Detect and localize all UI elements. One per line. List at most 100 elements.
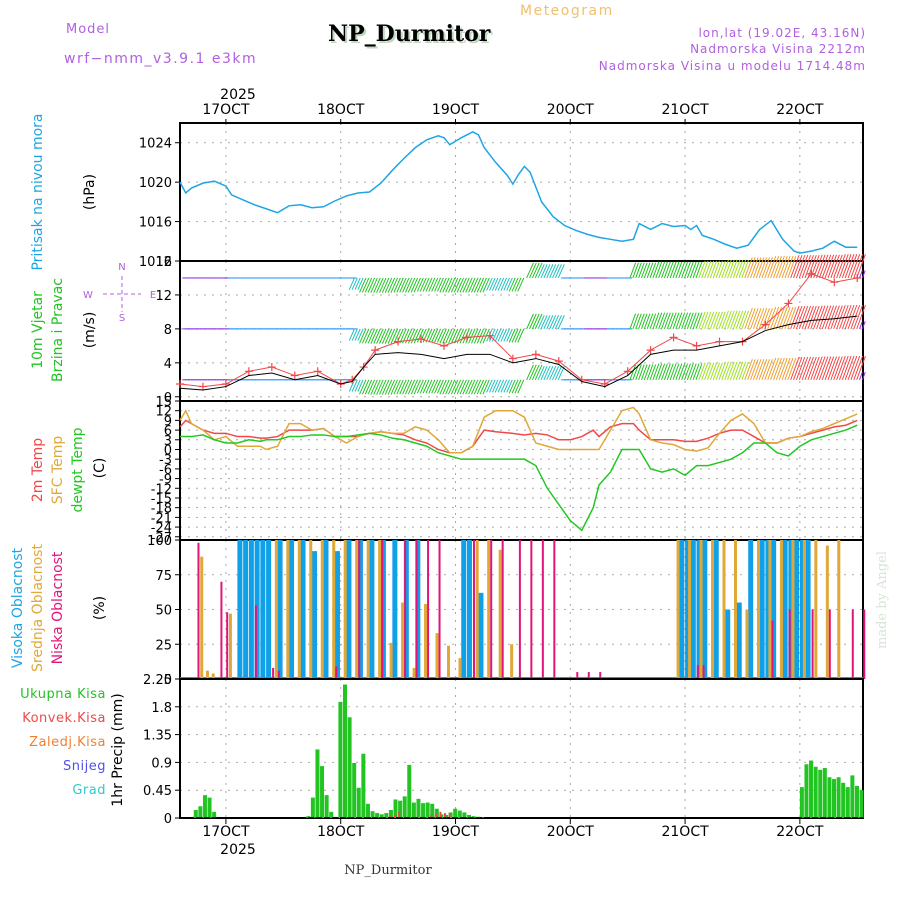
- precip-total-bar: [347, 717, 352, 818]
- wind-barb: [526, 262, 534, 279]
- wind-barb: [861, 270, 866, 279]
- y-tick-label: 6: [164, 424, 172, 439]
- wind-barb: [729, 310, 738, 330]
- wind-barb: [827, 254, 837, 279]
- bottom-date-label: 22OCT: [776, 824, 824, 840]
- wind-barb: [666, 312, 674, 330]
- wind-barb: [479, 277, 487, 293]
- wind-barb: [821, 254, 832, 279]
- precip-total-bar: [343, 684, 348, 818]
- compass-icon: N S W E: [83, 262, 156, 324]
- wind-barb: [838, 254, 849, 279]
- wind-barb: [640, 313, 648, 330]
- wind-barb: [531, 262, 540, 279]
- wind-barb: [732, 310, 741, 330]
- cloud-low-bar: [226, 612, 229, 679]
- precip-total-bar: [421, 803, 426, 818]
- cloud-high-bar: [243, 540, 249, 679]
- wind-barb: [643, 364, 651, 380]
- y-tick-label: 12: [155, 405, 172, 420]
- wind-barb: [853, 355, 864, 380]
- wind-barb: [758, 359, 768, 380]
- wind-barb: [709, 311, 718, 330]
- precip-legend-item: Ukupna Kisa: [20, 687, 106, 702]
- y-tick-label: -24: [151, 521, 172, 536]
- cloud-high-bar: [466, 540, 472, 679]
- wind-barb: [727, 361, 735, 380]
- cloud-mid-bar: [211, 673, 215, 679]
- cloud-mid-bar: [389, 642, 393, 679]
- panel-frame: [179, 122, 864, 262]
- temp-2m-line: [179, 419, 858, 454]
- precip-total-bar: [329, 811, 334, 818]
- wind-barb: [459, 379, 467, 395]
- wind-barb: [399, 379, 407, 395]
- wind-barb: [781, 306, 791, 330]
- wind-barb: [704, 311, 712, 330]
- cloud-mid-bar: [487, 540, 491, 679]
- wind-barb: [442, 379, 450, 395]
- wind-barb: [450, 379, 459, 395]
- wind-barb: [833, 356, 843, 380]
- wind-barb: [790, 254, 800, 279]
- wind-barb: [844, 254, 855, 279]
- wind-barb: [489, 379, 496, 393]
- wind-barb: [468, 328, 476, 344]
- wind-barb: [511, 277, 519, 292]
- wind-barb: [816, 305, 826, 330]
- wind-panel: 0 4 8 12 16: [155, 254, 866, 406]
- wind-barb: [635, 262, 642, 279]
- wind-barb: [836, 355, 846, 380]
- precip-total-bar: [462, 812, 467, 818]
- precip-conv-bar: [430, 814, 433, 818]
- wind-barb: [692, 363, 700, 380]
- wind-barb: [750, 308, 759, 330]
- wind-barb: [500, 328, 508, 342]
- wind-barb: [407, 277, 416, 293]
- wind-barb: [821, 356, 832, 380]
- wind-barb: [672, 363, 680, 380]
- wind-barb: [735, 310, 744, 330]
- gust-marker: [176, 380, 184, 389]
- cloud-low-bar: [811, 609, 814, 679]
- wind-barb: [775, 306, 785, 330]
- cloud-mid-bar: [814, 540, 818, 679]
- precip-total-bar: [471, 816, 476, 818]
- panel-frame: [179, 678, 864, 819]
- wind-barb: [861, 321, 866, 330]
- cloud-mid-bar: [274, 540, 278, 679]
- wind-barb: [448, 328, 456, 344]
- wind-barb: [453, 277, 462, 293]
- gust-marker: [313, 367, 322, 376]
- wind-barb: [721, 259, 729, 279]
- wind-barb: [402, 277, 410, 293]
- wind-barb: [407, 379, 416, 395]
- wind-barb: [836, 254, 846, 279]
- wind-barb: [486, 379, 493, 393]
- wind-barb: [661, 261, 668, 279]
- wind-barb: [534, 364, 543, 380]
- cloud-panel: 0 25 50 75 100: [147, 534, 866, 688]
- wind-barb: [514, 277, 522, 292]
- cloud-low-bar: [696, 665, 699, 679]
- cloud-low-bar: [415, 540, 418, 679]
- wind-barb: [549, 365, 557, 380]
- wind-barb: [396, 379, 404, 395]
- y-tick-label: 50: [155, 604, 172, 619]
- wind-barb: [436, 379, 444, 394]
- gust-marker: [853, 273, 862, 282]
- temp-sfc-label: SFC Temp: [50, 436, 66, 505]
- wind-barb: [827, 305, 837, 330]
- wind-barb: [643, 262, 651, 279]
- cloud-low-bar: [472, 540, 475, 679]
- precip-total-bar: [827, 777, 832, 818]
- wind-barb: [661, 312, 668, 330]
- wind-barb: [439, 277, 447, 293]
- wind-barb: [357, 328, 364, 341]
- pressure-panel: 1012 1016 1020 1024: [139, 122, 864, 270]
- wind-barb: [431, 379, 439, 394]
- wind-barb: [445, 328, 453, 344]
- wind-barb: [807, 356, 817, 380]
- wind-barb: [790, 356, 800, 380]
- wind-barb: [486, 277, 493, 291]
